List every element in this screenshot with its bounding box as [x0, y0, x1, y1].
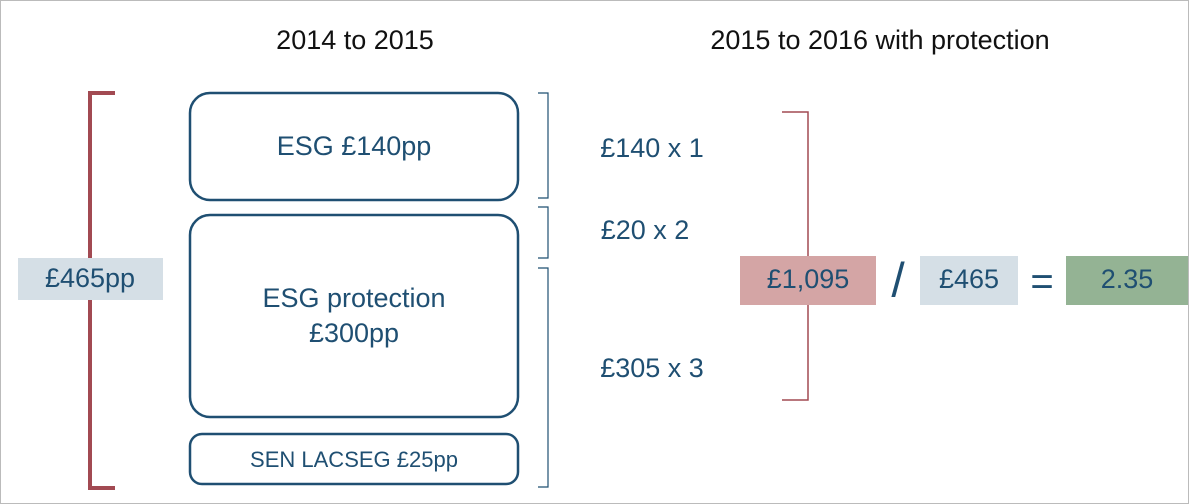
multiplier: £20 x 2 — [601, 215, 690, 245]
heading-left: 2014 to 2015 — [276, 25, 434, 55]
bracket — [538, 267, 549, 488]
numerator-box — [740, 256, 876, 305]
multiplier: £140 x 1 — [600, 133, 704, 163]
operator: / — [891, 255, 905, 308]
multiplier: £305 x 3 — [600, 353, 704, 383]
denominator-box — [920, 256, 1018, 305]
box-label: £300pp — [309, 318, 399, 348]
numerator: £1,095 — [767, 264, 850, 294]
box-label: ESG protection — [262, 283, 445, 313]
total-box — [18, 258, 163, 300]
equals: = — [1030, 260, 1053, 304]
total-label: £465pp — [45, 263, 135, 293]
denominator: £465 — [939, 264, 999, 294]
heading-right: 2015 to 2016 with protection — [710, 25, 1049, 55]
bracket — [538, 206, 549, 259]
box-label: ESG £140pp — [277, 131, 432, 161]
box-label: SEN LACSEG £25pp — [250, 447, 458, 472]
result-box — [1066, 256, 1188, 305]
result: 2.35 — [1101, 264, 1154, 294]
bracket — [538, 92, 549, 199]
box-sen — [188, 432, 520, 486]
box-protection — [188, 213, 520, 419]
box-esg — [188, 91, 520, 202]
